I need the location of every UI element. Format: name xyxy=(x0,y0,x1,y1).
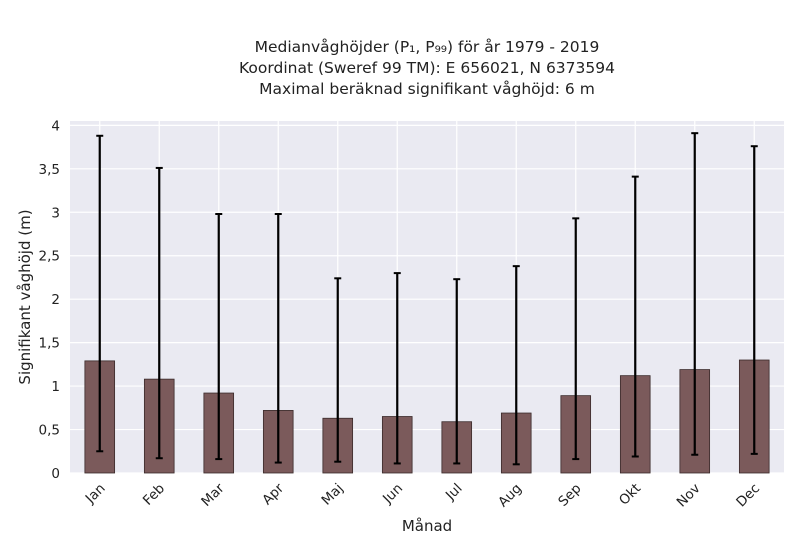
x-tick-label: Aug xyxy=(495,481,525,511)
chart-title-line: Medianvåghöjder (P₁, P₉₉) för år 1979 - … xyxy=(255,38,600,56)
x-tick-label: Nov xyxy=(674,481,704,511)
y-tick-label: 2 xyxy=(51,292,60,308)
chart-title-line: Koordinat (Sweref 99 TM): E 656021, N 63… xyxy=(239,59,615,77)
x-tick-label: Jul xyxy=(442,481,466,505)
x-axis-label: Månad xyxy=(402,517,452,535)
y-tick-label: 1 xyxy=(51,379,60,395)
x-axis-ticks: Jan Feb Mar Apr Maj Jun Jul Aug Sep Okt Nov Dec xyxy=(82,480,763,510)
x-tick-label: Feb xyxy=(140,481,168,509)
y-tick-label: 1,5 xyxy=(39,336,60,352)
x-tick-label: Jan xyxy=(82,481,109,508)
plot-area xyxy=(70,121,784,473)
chart-title-line: Maximal beräknad signifikant våghöjd: 6 … xyxy=(259,80,595,98)
y-axis-label: Signifikant våghöjd (m) xyxy=(16,209,34,384)
x-tick-label: Apr xyxy=(259,480,287,508)
error-bars xyxy=(96,132,758,466)
y-tick-label: 2,5 xyxy=(39,249,60,265)
x-tick-label: Jun xyxy=(379,481,406,508)
x-tick-label: Sep xyxy=(555,481,584,510)
x-tick-label: Dec xyxy=(733,481,763,511)
y-tick-label: 0 xyxy=(51,466,60,482)
y-tick-label: 0,5 xyxy=(39,423,60,439)
y-tick-label: 3 xyxy=(51,205,60,221)
y-tick-label: 3,5 xyxy=(39,162,60,178)
chart-title: Medianvåghöjder (P₁, P₉₉) för år 1979 - … xyxy=(239,38,615,98)
x-tick-label: Maj xyxy=(319,481,347,509)
x-tick-label: Okt xyxy=(616,481,644,509)
y-tick-label: 4 xyxy=(51,118,60,134)
y-axis-ticks: 0 0,5 1 1,5 2 2,5 3 3,5 4 xyxy=(39,118,60,482)
x-tick-label: Mar xyxy=(198,480,228,510)
